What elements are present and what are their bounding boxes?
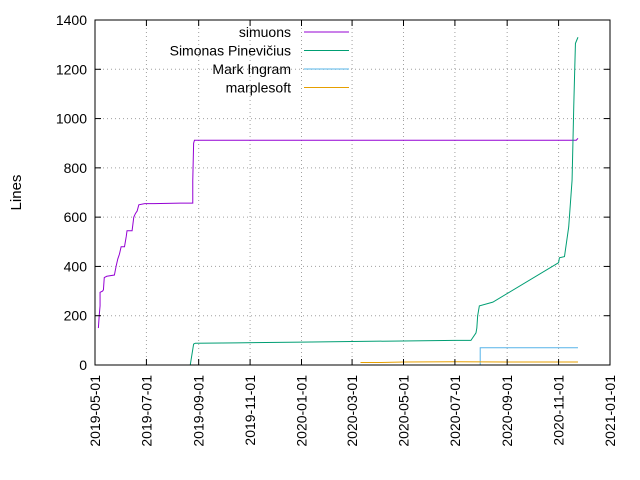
x-tick-label: 2020-11-01: [551, 375, 567, 446]
y-tick-label: 0: [79, 357, 87, 373]
y-tick-label: 800: [64, 160, 88, 176]
y-tick-label: 400: [64, 258, 88, 274]
grid: [95, 20, 610, 365]
x-tick-label: 2019-05-01: [87, 375, 103, 447]
legend-label: Simonas Pinevičius: [170, 43, 291, 59]
series-line-2: [479, 347, 578, 365]
x-tick-label: 2020-07-01: [447, 375, 463, 447]
x-tick-label: 2020-03-01: [344, 375, 360, 447]
x-tick-label: 2020-05-01: [395, 375, 411, 447]
x-tick-label: 2020-09-01: [499, 375, 515, 447]
series-line-0: [97, 137, 579, 329]
legend-label: Mark Ingram: [212, 61, 291, 77]
legend-label: marplesoft: [226, 80, 291, 96]
x-tick-label: 2019-11-01: [242, 375, 258, 446]
series-lines: [97, 37, 579, 366]
y-tick-label: 1400: [56, 12, 87, 28]
axis-ticks: 0 200 400 600 800 1000 1200 1400 2019-05-01 2019-…: [56, 12, 618, 447]
x-tick-label: 2021-01-01: [602, 375, 618, 447]
legend: simuons Simonas Pinevičius Mark Ingram marp…: [170, 24, 349, 96]
y-tick-label: 1000: [56, 111, 87, 127]
series-line-3: [360, 361, 578, 364]
x-tick-label: 2020-01-01: [294, 375, 310, 447]
y-tick-label: 600: [64, 209, 88, 225]
y-tick-label: 200: [64, 308, 88, 324]
x-tick-label: 2019-09-01: [191, 375, 207, 447]
legend-label: simuons: [239, 24, 291, 40]
series-line-1: [189, 37, 579, 366]
y-axis-label: Lines: [8, 175, 25, 211]
x-tick-label: 2019-07-01: [138, 375, 154, 447]
y-tick-label: 1200: [56, 61, 87, 77]
